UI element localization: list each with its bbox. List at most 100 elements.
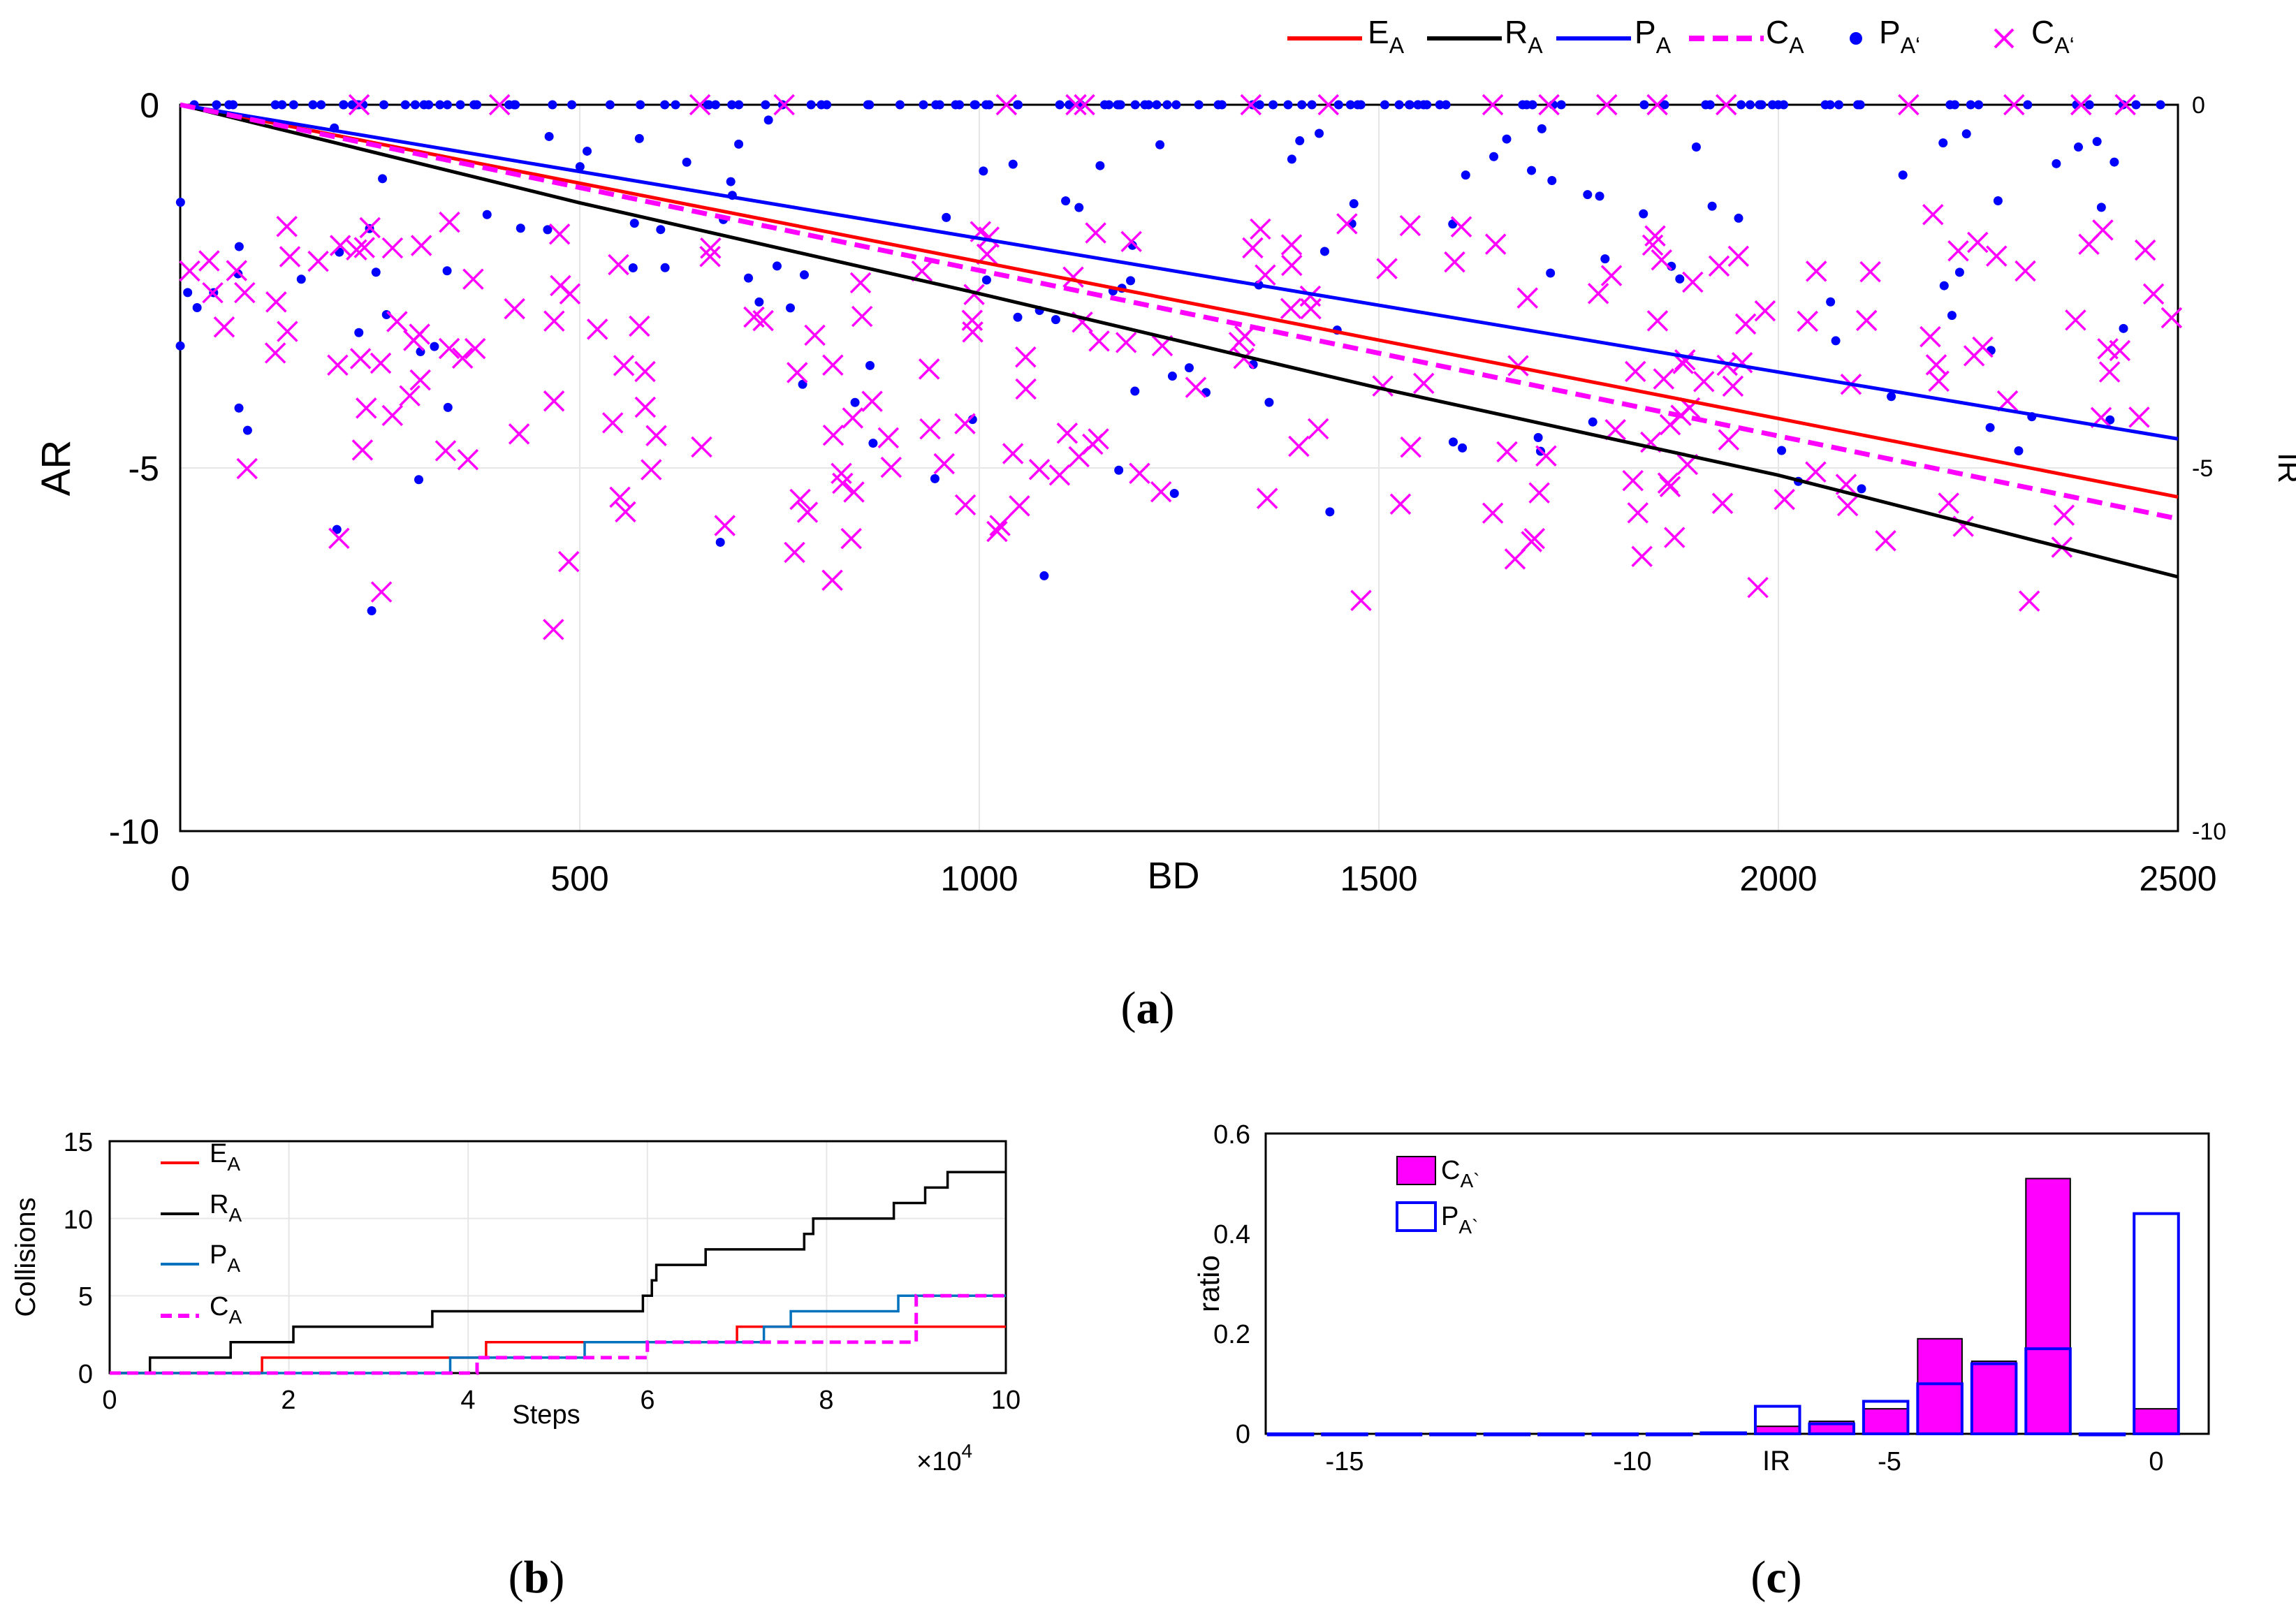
scatter-cross-C_Aq [488,94,511,116]
panel-c-xtick: 0 [2149,1447,2163,1476]
scatter-cross-C_Aq [691,436,712,458]
scatter-cross-C_Aq [1088,330,1110,352]
scatter-point-P_Aq [743,273,753,283]
scatter-cross-C_Aq [1836,494,1859,517]
panel-b-xtick: 4 [460,1386,475,1415]
scatter-cross-C_Aq [1646,310,1669,332]
scatter-point-P_Aq [1857,484,1866,494]
scatter-cross-C_Aq [307,250,329,272]
scatter-cross-C_Aq [601,412,624,434]
scatter-point-P_Aq [1489,152,1499,161]
scatter-point-P_Aq [1954,267,1964,277]
scatter-cross-C_Aq [822,354,844,376]
scatter-cross-C_Aq [1015,346,1037,368]
panel-c-ytick: 0.6 [1213,1120,1250,1150]
scatter-point-P_Aq [1887,392,1896,402]
scatter-point-P_Aq [1546,268,1556,278]
scatter-cross-C_Aq [1797,310,1818,332]
scatter-cross-C_Aq [608,254,629,276]
scatter-cross-C_Aq [1150,481,1172,503]
scatter-point-P_Aq [785,303,795,313]
scatter-point-P_Aq [2156,100,2165,110]
scatter-point-P_Aq [371,267,381,277]
scatter-point-P_Aq [629,219,639,228]
scatter-cross-C_Aq [1600,265,1623,286]
scatter-point-P_Aq [1283,100,1293,110]
scatter-point-P_Aq [1095,161,1105,170]
scatter-cross-C_Aq [557,550,580,573]
panel-b-xtick: 0 [102,1386,117,1415]
scatter-cross-C_Aq [629,315,650,337]
scatter-cross-C_Aq [954,494,977,516]
bar-P_A [1916,1382,1964,1436]
panel-a-xtick: 1500 [1340,859,1417,898]
scatter-cross-C_Aq [2160,307,2183,329]
scatter-cross-C_Aq [349,348,372,369]
scatter-cross-C_Aq [370,352,392,374]
scatter-cross-C_Aq [832,472,854,494]
panel-b-xlabel: Steps [512,1400,580,1430]
scatter-cross-C_Aq [609,486,631,508]
scatter-point-P_Aq [1217,100,1227,110]
panel-a-y2tick: -10 [2192,819,2226,845]
scatter-point-P_Aq [515,223,525,233]
scatter-cross-C_Aq [1996,390,2019,412]
scatter-cross-C_Aq [840,527,862,550]
panel-a-y2label: IR [2272,453,2296,483]
scatter-point-P_Aq [1777,446,1787,455]
scatter-cross-C_Aq [645,425,667,446]
scatter-cross-C_Aq [1727,245,1750,267]
scatter-point-P_Aq [1394,100,1404,110]
scatter-cross-C_Aq [843,481,865,503]
scatter-point-P_Aq [1947,311,1957,321]
scatter-point-P_Aq [192,303,202,313]
legend-swatch-C_A [1396,1156,1436,1185]
scatter-point-P_Aq [1349,199,1359,209]
scatter-point-P_Aq [1126,276,1136,286]
scatter-cross-C_Aq [1336,213,1358,235]
scatter-point-P_Aq [2092,137,2102,147]
panel-a-caption: (a) [1121,983,1175,1034]
scatter-point-P_Aq [1074,203,1084,212]
scatter-point-P_Aq [1458,443,1468,453]
scatter-point-P_Aq [1169,488,1179,498]
scatter-point-P_Aq [175,341,185,351]
scatter-cross-C_Aq [2003,94,2025,116]
scatter-cross-C_Aq [1972,336,1994,358]
bar-P_A [1591,1432,1639,1437]
panel-a-xtick: 500 [550,859,608,898]
scatter-point-P_Aq [2119,323,2128,333]
scatter-cross-C_Aq [689,94,711,116]
scatter-point-P_Aq [1639,100,1649,110]
scatter-point-P_Aq [1356,100,1366,110]
scatter-cross-C_Aq [2098,361,2121,383]
scatter-point-P_Aq [1639,209,1648,219]
scatter-point-P_Aq [575,162,585,172]
scatter-cross-C_Aq [1682,271,1704,293]
panel-a-grid [180,105,2178,831]
scatter-point-P_Aq [1345,100,1355,110]
legend-label: RA [1505,14,1543,58]
scatter-cross-C_Aq [438,337,460,360]
scatter-point-P_Aq [1307,100,1317,110]
scatter-cross-C_Aq [822,424,844,446]
legend-label: PA [210,1240,240,1276]
scatter-point-P_Aq [1595,191,1604,201]
scatter-cross-C_Aq [548,223,571,245]
scatter-point-P_Aq [865,360,875,370]
panel-c-legend: CA` PA` [1396,1156,1479,1238]
scatter-point-P_Aq [1140,100,1150,110]
scatter-cross-C_Aq [359,217,381,239]
scatter-point-P_Aq [761,100,770,110]
scatter-cross-C_Aq [1651,249,1672,271]
scatter-cross-C_Aq [1307,418,1329,440]
legend-label: CA` [1441,1156,1479,1191]
panel-a-xtick: 1000 [940,859,1018,898]
scatter-point-P_Aq [1248,100,1257,110]
scatter-cross-C_Aq [1484,233,1507,255]
legend-label: CA‘ [2031,14,2075,58]
scatter-cross-C_Aq [1185,376,1207,398]
bar-P_A [1321,1432,1368,1437]
scatter-point-P_Aq [1547,176,1557,186]
bar-P_A [1970,1362,2018,1435]
